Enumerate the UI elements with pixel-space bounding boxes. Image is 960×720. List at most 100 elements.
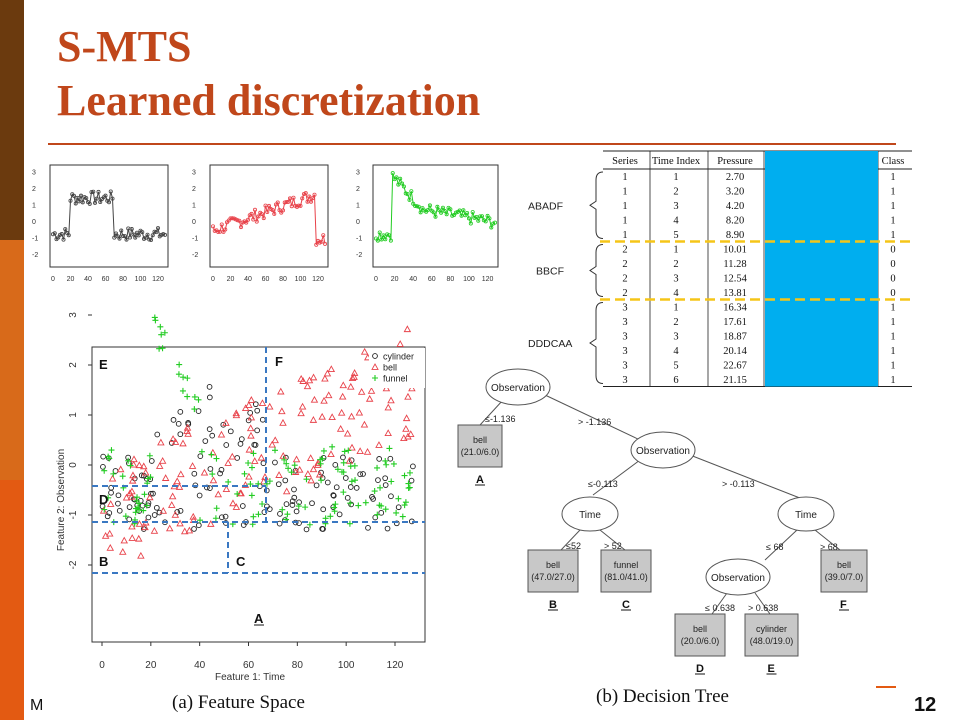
funnel-point <box>320 447 327 454</box>
funnel-point <box>158 331 165 338</box>
tree-leaf-e-region: E <box>768 663 775 675</box>
bell-point <box>232 503 241 510</box>
x-axis-label: Feature 1: Time <box>215 672 285 683</box>
cylinder-point <box>206 394 213 401</box>
funnel-point <box>191 393 198 400</box>
bell-point <box>165 524 174 532</box>
mini-plot-point <box>98 199 103 204</box>
table-cell: 2 <box>622 245 627 256</box>
x-tick-label: 60 <box>243 660 255 671</box>
mini-plot-point <box>219 222 224 227</box>
table-cell-class: 1 <box>890 375 895 386</box>
mini-plot-point <box>489 225 494 230</box>
mini-plot-x-tick: 0 <box>211 276 215 283</box>
edge-obs3-left <box>711 592 728 615</box>
funnel-point <box>212 515 219 522</box>
mini-plot-x-tick: 100 <box>295 276 307 283</box>
funnel-point <box>317 456 324 463</box>
mini-plot-point <box>148 238 153 243</box>
cylinder-point <box>382 475 388 482</box>
bell-point <box>101 532 110 539</box>
page-number: 12 <box>914 694 937 716</box>
mini-plot-point <box>235 218 240 223</box>
mini-plot-point <box>377 230 382 235</box>
cylinder-point <box>209 432 216 439</box>
mini-plot-point <box>230 216 235 221</box>
funnel-point <box>191 406 198 413</box>
funnel-point <box>374 511 381 518</box>
cylinder-point <box>156 509 163 516</box>
bell-point <box>247 413 256 421</box>
mini-plot-point <box>375 238 380 243</box>
mini-plot-point <box>237 218 242 223</box>
mini-plot-y-tick: 3 <box>356 170 360 177</box>
funnel-point <box>234 490 241 497</box>
x-tick-label: 80 <box>292 660 304 671</box>
mini-plot-point <box>265 210 270 215</box>
bell-point <box>141 523 149 531</box>
funnel-point <box>406 484 413 491</box>
bell-point <box>347 412 356 420</box>
mini-plot-point <box>321 233 326 238</box>
cylinder-point <box>195 522 202 529</box>
cylinder-point <box>191 470 198 477</box>
bell-point <box>179 439 187 447</box>
cylinder-point <box>195 408 202 414</box>
funnel-point <box>334 466 341 473</box>
bell-point <box>365 394 374 402</box>
mini-plot-point <box>89 190 94 195</box>
mini-plot-point <box>162 232 167 237</box>
cylinder-point <box>291 486 297 493</box>
tree-leaf-a-counts: (21.0/6.0) <box>461 447 500 457</box>
funnel-point <box>159 345 166 352</box>
funnel-point <box>331 508 338 515</box>
funnel-point <box>255 511 262 518</box>
tree-node-observation-2-label: Observation <box>636 446 690 457</box>
table-cell: 4.20 <box>726 201 744 212</box>
mini-plot-point <box>413 203 418 208</box>
funnel-point <box>341 448 348 455</box>
mini-plot-point <box>287 196 292 201</box>
table-cell-class: 1 <box>890 303 895 314</box>
funnel-point <box>134 504 141 511</box>
bell-point <box>99 506 108 514</box>
table-cell: 18.87 <box>723 332 747 343</box>
table-cell: 2.70 <box>726 172 744 183</box>
bell-point <box>384 403 393 411</box>
mini-plot-y-tick: -2 <box>192 252 198 259</box>
bell-point <box>141 468 150 476</box>
cylinder-point <box>342 475 349 481</box>
funnel-point <box>272 447 279 454</box>
mini-plot-y-tick: 1 <box>32 202 36 209</box>
funnel-point <box>255 480 262 487</box>
funnel-point <box>306 521 313 528</box>
mini-plot-point <box>96 189 101 194</box>
mini-plot-point <box>216 230 221 235</box>
mini-plot-x-tick: 100 <box>135 276 147 283</box>
cylinder-point <box>303 526 310 533</box>
cylinder-point <box>126 504 133 510</box>
mini-plot-point <box>147 237 152 242</box>
cylinder-point <box>222 513 229 520</box>
funnel-point <box>295 503 302 510</box>
cylinder-point <box>254 427 260 434</box>
cylinder-point <box>393 520 400 527</box>
table-hidden-column <box>765 151 878 387</box>
mini-plot-y-tick: 0 <box>192 219 196 226</box>
bell-point <box>139 462 148 470</box>
funnel-point <box>340 459 347 466</box>
title-underline <box>48 143 896 145</box>
mini-plot-x-tick: 0 <box>374 276 378 283</box>
mini-plot-y-tick: -2 <box>32 252 38 259</box>
bell-point <box>345 456 354 464</box>
cylinder-point <box>336 511 343 518</box>
funnel-point <box>143 502 150 509</box>
cylinder-point <box>115 492 122 499</box>
cylinder-point <box>293 508 300 515</box>
bell-point <box>318 412 326 420</box>
mini-plot-point <box>437 208 442 213</box>
legend-label-bell: bell <box>383 363 397 373</box>
funnel-point <box>346 520 353 527</box>
x-tick-label: 40 <box>194 660 206 671</box>
mini-plot-point <box>73 201 78 206</box>
